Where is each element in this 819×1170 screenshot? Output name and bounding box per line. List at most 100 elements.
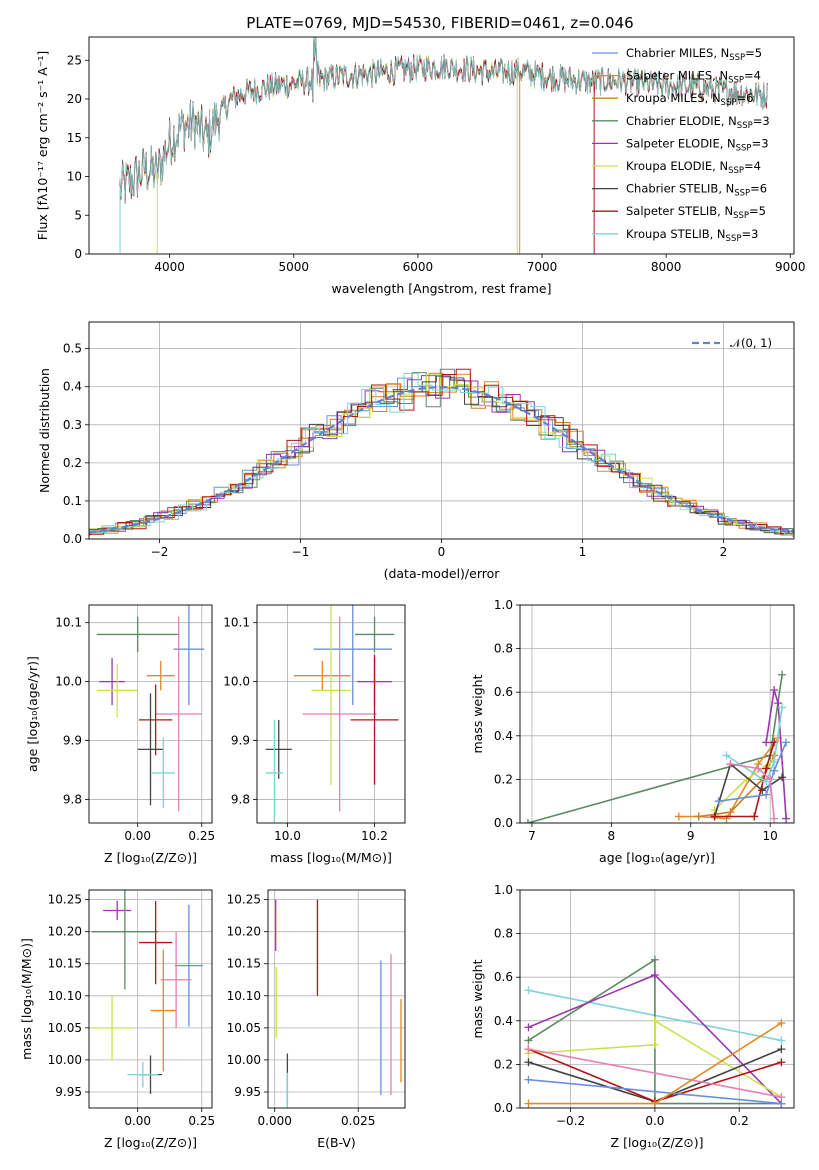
plot-content [257, 605, 405, 823]
x-tick-label: 1 [579, 545, 587, 559]
weight-line [714, 742, 775, 818]
weight-marker [714, 797, 723, 806]
x-axis-label: E(B-V) [317, 1135, 356, 1150]
y-tick-label: 0.6 [494, 685, 513, 699]
y-tick-label: 9.95 [55, 1085, 82, 1099]
y-tick-label: 5 [74, 208, 82, 222]
axes-frame [519, 889, 795, 1109]
weight-marker [524, 1036, 533, 1045]
weight-marker [650, 971, 659, 980]
x-axis-label: mass [log₁₀(M/M⊙)] [270, 850, 392, 865]
y-tick-label: 10.05 [48, 1021, 82, 1035]
legend-entry: Chabrier STELIB, NSSP=6 [626, 182, 767, 199]
y-tick-label: 0 [74, 247, 82, 261]
y-tick-label: 0.1 [63, 494, 82, 508]
x-axis-label: (data-model)/error [384, 566, 501, 581]
y-axis-label: Flux [fλ10⁻¹⁷ erg cm⁻² s⁻¹ A⁻¹] [35, 51, 50, 240]
y-tick-label: 10.0 [55, 675, 82, 689]
weight-marker [777, 1058, 786, 1067]
y-tick-label: 10.1 [223, 616, 250, 630]
x-tick-label: −0.2 [556, 1114, 585, 1128]
y-tick-label: 0.2 [63, 456, 82, 470]
y-tick-label: 0.4 [494, 729, 513, 743]
y-tick-label: 0.0 [494, 1101, 513, 1115]
x-tick-label: 10.2 [361, 829, 388, 843]
y-tick-label: 0.0 [63, 532, 82, 546]
axes-frame [88, 321, 795, 540]
y-tick-label: 9.95 [234, 1085, 261, 1099]
y-axis-label: Normed distribution [37, 368, 52, 493]
weight-marker [650, 955, 659, 964]
mass-age-panel: 10.0 10.2 9.8 9.9 10.0 10.1 mass [log₁₀(M/M⊙)] [223, 604, 406, 865]
axes-frame [267, 889, 406, 1109]
y-tick-label: 1.0 [494, 598, 513, 612]
y-tick-label: 0.8 [494, 642, 513, 656]
y-axis-label: mass weight [470, 674, 485, 753]
x-tick-label: −2 [151, 545, 169, 559]
axes-frame [88, 36, 795, 255]
y-tick-label: 0.3 [63, 418, 82, 432]
weight-marker [650, 1016, 659, 1025]
y-tick-label: 15 [67, 131, 82, 145]
y-axis-label: mass [log₁₀(M/M⊙)] [19, 938, 34, 1060]
x-tick-label: 10 [763, 829, 778, 843]
legend-entry: Salpeter ELODIE, NSSP=3 [626, 136, 769, 153]
weight-line [528, 1048, 782, 1098]
weight-marker [694, 812, 703, 821]
plot-content [520, 890, 794, 1108]
axes-frame [88, 889, 213, 1109]
y-tick-label: 10.1 [55, 616, 82, 630]
spectrum-panel: 4000 5000 6000 7000 8000 9000 0 5 10 15 20 25 wavele… [35, 36, 806, 296]
axes-frame [256, 604, 406, 824]
weight-marker [710, 812, 719, 821]
y-tick-label: 10 [67, 170, 82, 184]
legend-entry: 𝒩(0, 1) [730, 336, 772, 350]
legend-entry: Kroupa ELODIE, NSSP=4 [626, 159, 761, 176]
y-tick-label: 0.0 [494, 816, 513, 830]
weight-marker [524, 1058, 533, 1067]
weight-marker [762, 738, 771, 747]
y-tick-label: 10.25 [48, 893, 82, 907]
metallicity-mass-panel: 0.00 0.25 9.95 10.00 10.05 10.10 10.15 10.20 10.… [19, 889, 215, 1150]
y-tick-label: 10.15 [227, 957, 261, 971]
weight-marker [524, 1045, 533, 1054]
x-tick-label: 6000 [403, 260, 434, 274]
weight-marker [650, 1099, 659, 1108]
y-tick-label: 10.00 [227, 1053, 261, 1067]
y-tick-label: 0.5 [63, 342, 82, 356]
y-tick-label: 10.20 [227, 925, 261, 939]
metallicity-weight-panel: −0.2 0.0 0.2 0.0 0.2 0.4 0.6 0.8 1.0 Z [log₁₀(Z/Z… [470, 883, 795, 1150]
weight-marker [770, 814, 779, 823]
weight-marker [778, 773, 787, 782]
y-tick-label: 10.20 [48, 925, 82, 939]
weight-marker [524, 1023, 533, 1032]
x-axis-label: Z [log₁₀(Z/Z⊙)] [611, 1135, 704, 1150]
plot-content [520, 605, 794, 823]
y-tick-label: 10.25 [227, 893, 261, 907]
legend-entry: Chabrier MILES, NSSP=5 [626, 46, 762, 63]
weight-marker [770, 686, 779, 695]
weight-marker [726, 760, 735, 769]
histogram-steps [89, 373, 794, 535]
ebv-mass-panel: 0.000 0.025 9.95 10.00 10.05 10.10 10.15 10.20 1… [227, 889, 406, 1150]
histogram-steps [89, 375, 794, 534]
plot-content [268, 890, 405, 1108]
weight-marker [754, 764, 763, 773]
spectrum-line [119, 37, 768, 204]
metallicity-age-panel: 0.00 0.25 9.8 9.9 10.0 10.1 Z [log₁₀(Z/Z⊙)] age… [25, 604, 215, 865]
weight-marker [762, 764, 771, 773]
plot-content [89, 605, 212, 823]
y-tick-label: 9.8 [63, 792, 82, 806]
y-tick-label: 0.6 [494, 970, 513, 984]
y-tick-label: 0.8 [494, 927, 513, 941]
x-tick-label: 0.00 [124, 829, 151, 843]
y-tick-label: 0.2 [494, 1057, 513, 1071]
weight-marker [762, 790, 771, 799]
x-tick-label: 2 [720, 545, 728, 559]
weight-marker [523, 819, 532, 823]
plot-content [119, 37, 768, 254]
y-tick-label: 9.9 [231, 734, 250, 748]
x-tick-label: 8 [608, 829, 616, 843]
legend-entry: Salpeter MILES, NSSP=4 [626, 69, 761, 86]
x-tick-label: 5000 [279, 260, 310, 274]
